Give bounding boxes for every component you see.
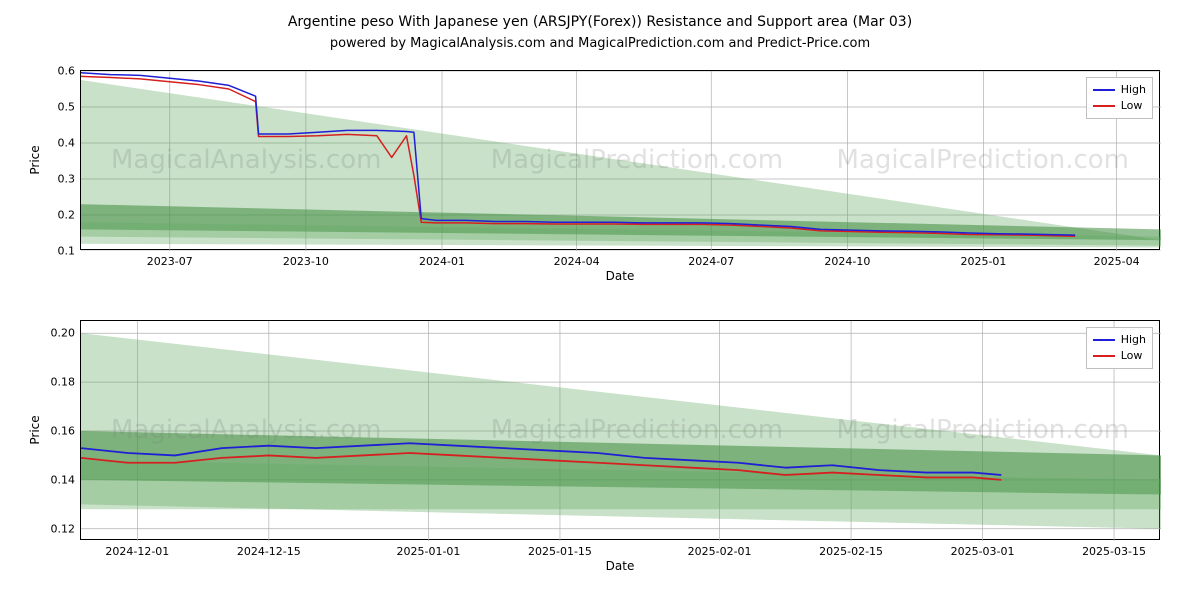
chart-plot-top	[81, 71, 1161, 251]
x-tick-label: 2024-10	[824, 249, 870, 268]
y-axis-label: Price	[28, 145, 42, 174]
legend-item-high: High	[1093, 332, 1146, 348]
y-tick-label: 0.18	[51, 376, 82, 389]
legend-item-low: Low	[1093, 98, 1146, 114]
y-tick-label: 0.16	[51, 425, 82, 438]
x-tick-label: 2025-03-01	[951, 539, 1015, 558]
y-tick-label: 0.4	[58, 137, 82, 150]
legend: High Low	[1086, 77, 1153, 119]
x-tick-label: 2024-07	[688, 249, 734, 268]
chart-panel-bottom: Price Date High Low MagicalAnalysis.com …	[80, 320, 1160, 540]
y-tick-label: 0.12	[51, 522, 82, 535]
legend-label: High	[1121, 82, 1146, 98]
chart-title: Argentine peso With Japanese yen (ARSJPY…	[0, 14, 1200, 30]
x-tick-label: 2025-03-15	[1082, 539, 1146, 558]
y-tick-label: 0.5	[58, 101, 82, 114]
legend-swatch-high	[1093, 339, 1115, 341]
x-tick-label: 2025-02-01	[688, 539, 752, 558]
x-tick-label: 2025-04	[1094, 249, 1140, 268]
chart-panel-top: Price Date High Low MagicalAnalysis.com …	[80, 70, 1160, 250]
y-tick-label: 0.6	[58, 65, 82, 78]
chart-subtitle: powered by MagicalAnalysis.com and Magic…	[0, 36, 1200, 51]
x-tick-label: 2025-02-15	[819, 539, 883, 558]
legend-label: Low	[1121, 98, 1143, 114]
legend-item-high: High	[1093, 82, 1146, 98]
x-tick-label: 2025-01-15	[528, 539, 592, 558]
x-tick-label: 2023-10	[283, 249, 329, 268]
y-tick-label: 0.2	[58, 209, 82, 222]
y-axis-label: Price	[28, 415, 42, 444]
y-tick-label: 0.20	[51, 327, 82, 340]
x-tick-label: 2023-07	[147, 249, 193, 268]
y-tick-label: 0.1	[58, 245, 82, 258]
x-axis-label: Date	[606, 269, 635, 283]
legend-label: Low	[1121, 348, 1143, 364]
legend-swatch-low	[1093, 355, 1115, 357]
legend-item-low: Low	[1093, 348, 1146, 364]
x-tick-label: 2024-12-15	[237, 539, 301, 558]
x-tick-label: 2025-01	[960, 249, 1006, 268]
figure: Argentine peso With Japanese yen (ARSJPY…	[0, 0, 1200, 600]
x-tick-label: 2024-12-01	[105, 539, 169, 558]
x-tick-label: 2024-01	[419, 249, 465, 268]
legend-swatch-high	[1093, 89, 1115, 91]
legend-swatch-low	[1093, 105, 1115, 107]
x-tick-label: 2025-01-01	[397, 539, 461, 558]
chart-plot-bottom	[81, 321, 1161, 541]
legend-label: High	[1121, 332, 1146, 348]
y-tick-label: 0.14	[51, 473, 82, 486]
legend: High Low	[1086, 327, 1153, 369]
x-tick-label: 2024-04	[554, 249, 600, 268]
x-axis-label: Date	[606, 559, 635, 573]
y-tick-label: 0.3	[58, 173, 82, 186]
